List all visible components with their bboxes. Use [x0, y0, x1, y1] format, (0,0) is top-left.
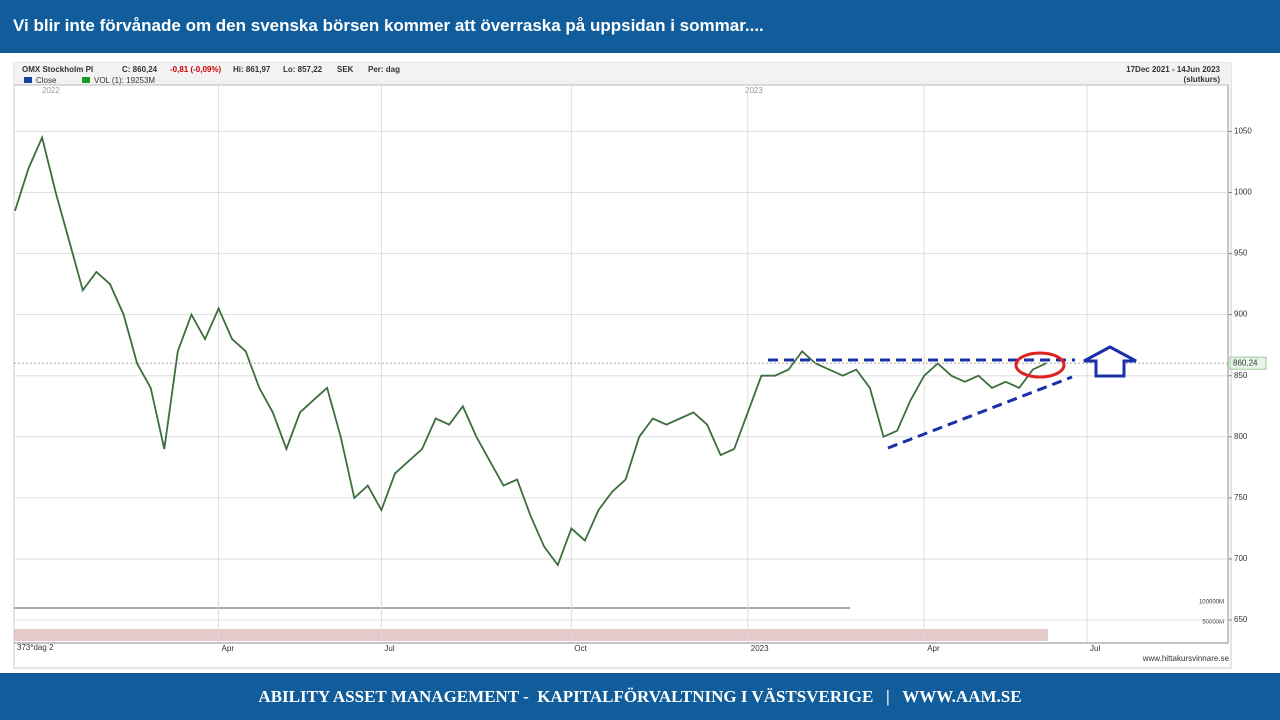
- legend-swatch: [82, 77, 90, 83]
- y-tick-label: 650: [1234, 615, 1248, 624]
- instrument-name: OMX Stockholm PI: [22, 65, 93, 74]
- high-info: Hi: 861,97: [233, 65, 271, 74]
- x-tick-label: Jul: [1090, 644, 1100, 653]
- slide-title: Vi blir inte förvånade om den svenska bö…: [13, 16, 764, 35]
- volume-tick: 50000M: [1202, 620, 1224, 626]
- price-line: [14, 134, 1047, 567]
- title-bar: Vi blir inte förvånade om den svenska bö…: [0, 0, 1280, 53]
- highlight-circle: [1014, 351, 1066, 379]
- year-label: 2023: [745, 86, 763, 95]
- x-tick-label: Oct: [574, 644, 587, 653]
- x-tick-label: 2023: [751, 644, 769, 653]
- currency: SEK: [337, 65, 354, 74]
- legend-entry: Close: [36, 76, 57, 85]
- date-range: 17Dec 2021 - 14Jun 2023: [1126, 65, 1220, 74]
- y-tick-label: 1050: [1234, 127, 1252, 136]
- legend-entry: VOL (1): 19253M: [94, 76, 155, 85]
- y-tick-label: 1000: [1234, 188, 1252, 197]
- range-note: (slutkurs): [1184, 75, 1221, 84]
- y-tick-label: 950: [1234, 249, 1248, 258]
- period-label: 373*dag 2: [17, 643, 54, 652]
- y-tick-label: 700: [1234, 554, 1248, 563]
- y-tick-label: 800: [1234, 432, 1248, 441]
- low-info: Lo: 857,22: [283, 65, 323, 74]
- close-info: C: 860,24: [122, 65, 158, 74]
- last-price-label: 860,24: [1233, 358, 1258, 367]
- y-tick-label: 900: [1234, 310, 1248, 319]
- support-line: [887, 375, 1073, 450]
- change-info: -0,81 (-0,09%): [170, 65, 221, 74]
- y-tick-label: 750: [1234, 493, 1248, 502]
- chart-frame: [13, 62, 1232, 669]
- footer: ABILITY ASSET MANAGEMENT - KAPITALFÖRVAL…: [258, 687, 1022, 706]
- x-tick-label: Apr: [927, 644, 940, 653]
- source: www.hittakursvinnare.se: [1142, 654, 1230, 663]
- footer-bar: ABILITY ASSET MANAGEMENT - KAPITALFÖRVAL…: [0, 673, 1280, 720]
- volume-tick: 100000M: [1199, 600, 1224, 606]
- legend-swatch: [24, 77, 32, 83]
- up-arrow: [1083, 345, 1137, 378]
- last-price-box: [1229, 356, 1267, 370]
- chart-header: [14, 63, 1231, 85]
- volume-band: [14, 629, 1048, 641]
- period: Per: dag: [368, 65, 400, 74]
- chart: OMX Stockholm PI C: 860,24 -0,81 (-0,09%…: [13, 62, 1267, 669]
- x-tick-label: Jul: [384, 644, 394, 653]
- x-tick-label: Apr: [222, 644, 235, 653]
- year-label: 2022: [42, 86, 60, 95]
- y-tick-label: 850: [1234, 371, 1248, 380]
